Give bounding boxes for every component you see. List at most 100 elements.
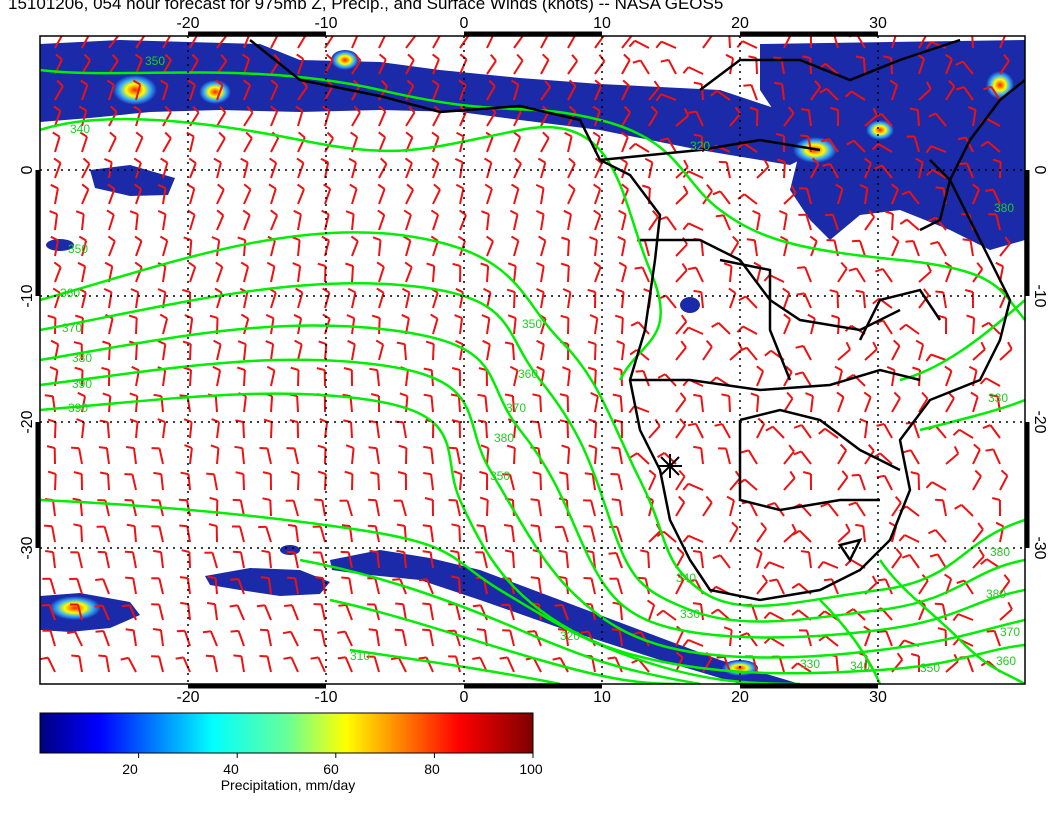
wind-barb	[783, 397, 794, 413]
wind-barb	[132, 552, 137, 569]
wind-barb	[537, 578, 542, 595]
wind-barb	[457, 395, 461, 413]
wind-barb-flag	[354, 53, 362, 62]
wind-barb-flag	[479, 470, 488, 475]
wind-barb	[891, 188, 899, 205]
wind-barb	[54, 188, 59, 205]
wind-barb	[133, 447, 137, 465]
wind-barb-flag	[75, 210, 85, 216]
wind-barb	[945, 370, 953, 387]
wind-barb-flag	[513, 131, 521, 138]
wind-barb	[743, 142, 758, 153]
wind-barb	[270, 110, 279, 127]
wind-barb-flag	[82, 157, 91, 165]
wind-barb	[957, 613, 974, 621]
wind-barb	[594, 396, 599, 413]
wind-barb-flag	[270, 209, 278, 216]
wind-barb-flag	[800, 550, 810, 554]
wind-barb	[935, 112, 947, 127]
wind-barb-flag	[103, 287, 112, 294]
wind-barb	[729, 241, 740, 257]
wind-barb	[270, 240, 276, 257]
wind-barb-flag	[889, 79, 898, 86]
wind-barb-flag	[270, 79, 279, 87]
wind-barb-flag	[809, 235, 818, 242]
wind-barb	[513, 317, 517, 335]
wind-barb-flag	[422, 550, 431, 554]
wind-barb-flag	[372, 236, 381, 242]
wind-barb-flag	[240, 313, 249, 320]
wind-barb-flag	[859, 184, 868, 190]
wind-barb-flag	[776, 132, 785, 137]
wind-barb	[216, 421, 220, 439]
wind-barb	[614, 656, 623, 673]
wind-barb-flag	[120, 656, 129, 661]
wind-barb	[351, 111, 361, 127]
wind-barb	[54, 85, 64, 101]
wind-barb	[990, 86, 1001, 101]
wind-barb-flag	[790, 185, 797, 194]
wind-barb	[717, 608, 731, 621]
wind-barb-flag	[370, 471, 379, 475]
wind-barb	[209, 630, 218, 647]
wind-barb-flag	[46, 445, 55, 449]
wind-barb-flag	[45, 550, 54, 554]
wind-barb-flag	[756, 365, 764, 372]
wind-barb-flag	[985, 188, 994, 192]
wind-barb	[216, 189, 225, 205]
wind-barb-flag	[895, 548, 903, 556]
contour-label: 360	[996, 654, 1016, 668]
wind-barb	[985, 377, 1001, 387]
wind-barb-flag	[396, 341, 405, 346]
wind-barb-flag	[481, 314, 490, 320]
wind-barb-flag	[164, 105, 172, 113]
wind-barb	[378, 59, 387, 75]
wind-barb	[375, 630, 380, 647]
contour-label: 350	[145, 54, 165, 68]
wind-barb	[644, 578, 650, 595]
wind-barb-flag	[607, 656, 616, 660]
wind-barb	[108, 318, 114, 335]
lon-tick-label: 20	[731, 15, 749, 32]
wind-barb	[999, 242, 1011, 257]
wind-barb-flag	[407, 53, 415, 61]
wind-barb-flag	[711, 322, 720, 328]
wind-barb-flag	[53, 261, 62, 268]
wind-barb-flag	[980, 558, 988, 566]
wind-barb	[405, 214, 412, 231]
wind-barb	[432, 240, 439, 257]
wind-barb	[537, 526, 542, 543]
wind-barb	[638, 658, 650, 673]
wind-barb-flag	[49, 366, 58, 372]
wind-barb-flag	[527, 630, 536, 633]
wind-barb	[216, 344, 222, 361]
wind-barb	[268, 551, 272, 569]
wind-barb-flag	[476, 628, 486, 632]
wind-barb-flag	[213, 157, 222, 164]
wind-barb-flag	[743, 84, 752, 87]
wind-barb-flag	[793, 424, 803, 429]
wind-barb-flag	[763, 159, 770, 168]
wind-barb	[700, 395, 704, 413]
wind-barb	[243, 162, 249, 179]
wind-barb	[648, 425, 661, 439]
wind-barb-flag	[760, 522, 767, 530]
lon-labels-top: -20 -10 0 10 20 30	[176, 15, 887, 32]
wind-barb-flag	[823, 578, 833, 582]
wind-barb	[618, 500, 623, 517]
wind-barb	[862, 525, 866, 543]
wind-barb	[675, 501, 686, 517]
wind-barb	[214, 578, 218, 595]
wind-barb	[297, 86, 308, 101]
wind-barb	[511, 343, 515, 361]
wind-barb-flag	[345, 444, 354, 450]
wind-barb-flag	[552, 656, 561, 661]
wind-barb-flag	[559, 471, 568, 475]
wind-barb	[128, 604, 137, 621]
wind-barb-flag	[348, 157, 357, 164]
wind-barb-flag	[453, 470, 462, 476]
wind-barb	[162, 137, 172, 153]
wind-barb-flag	[95, 630, 104, 633]
wind-barb-flag	[648, 469, 657, 477]
wind-barb	[805, 214, 812, 231]
